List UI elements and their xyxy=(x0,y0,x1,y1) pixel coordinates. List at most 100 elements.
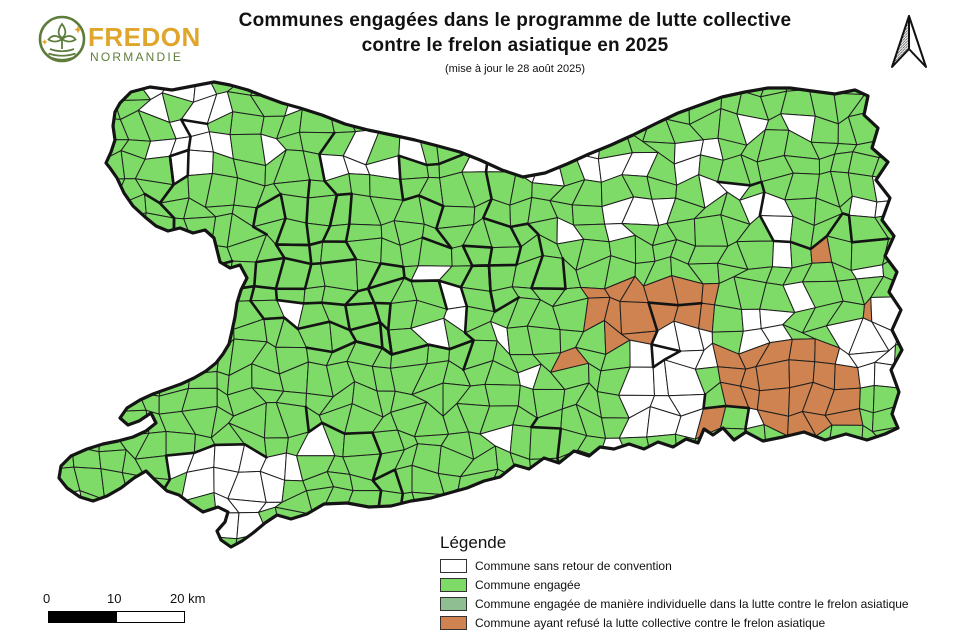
commune-cell xyxy=(70,323,103,348)
commune-cell xyxy=(163,529,196,547)
commune-cell xyxy=(434,117,470,146)
commune-cell xyxy=(556,82,581,99)
commune-cell xyxy=(897,130,902,160)
legend-item-refused: Commune ayant refusé la lutte collective… xyxy=(440,616,965,630)
commune-cell xyxy=(826,424,864,457)
commune-cell xyxy=(711,304,744,333)
commune-cell xyxy=(117,487,145,521)
commune-cell xyxy=(826,447,863,477)
commune-cell xyxy=(59,404,78,435)
commune-cell xyxy=(73,385,106,411)
commune-cell xyxy=(875,471,898,503)
commune-cell xyxy=(272,535,312,547)
commune-cell xyxy=(345,86,383,115)
commune-cell xyxy=(696,488,720,524)
commune-cell xyxy=(159,513,195,532)
commune-cell xyxy=(535,89,564,118)
commune-cell xyxy=(73,366,106,389)
commune-cell xyxy=(903,425,930,458)
commune-cell xyxy=(788,338,816,363)
commune-cell xyxy=(893,467,902,503)
commune-cell xyxy=(487,139,513,160)
commune-cell xyxy=(526,325,562,356)
commune-cell xyxy=(486,87,518,122)
commune-cell xyxy=(896,485,902,517)
commune-cell xyxy=(856,443,885,479)
commune-cell xyxy=(70,261,95,286)
commune-cell xyxy=(190,239,214,267)
commune-cell xyxy=(535,111,558,144)
commune-cell xyxy=(895,321,902,346)
commune-cell xyxy=(688,82,725,93)
commune-cell xyxy=(759,464,791,500)
commune-cell xyxy=(529,426,562,460)
commune-cell xyxy=(653,489,671,521)
epci-boundary-line xyxy=(304,405,405,524)
commune-cell xyxy=(379,113,401,131)
commune-cell xyxy=(398,535,422,547)
commune-cell xyxy=(59,425,73,447)
commune-cell xyxy=(66,244,95,269)
commune-cell xyxy=(89,372,128,394)
commune-cell xyxy=(67,533,103,547)
commune-cell xyxy=(571,204,606,226)
commune-cell xyxy=(691,451,727,481)
commune-cell xyxy=(59,509,85,540)
commune-cell xyxy=(439,515,462,534)
commune-cell xyxy=(880,108,900,140)
commune-cell xyxy=(345,82,370,93)
commune-cell xyxy=(59,242,72,266)
commune-cell xyxy=(299,535,334,547)
commune-cell xyxy=(666,448,701,481)
commune-cell xyxy=(161,255,197,293)
commune-cell xyxy=(59,380,78,407)
title-line-2: contre le frelon asiatique en 2025 xyxy=(361,35,669,56)
legend-label: Commune sans retour de convention xyxy=(475,559,672,573)
commune-cell xyxy=(896,82,902,97)
legend-label: Commune engagée de manière individuelle … xyxy=(475,597,909,611)
commune-cell xyxy=(814,447,830,477)
commune-cell xyxy=(323,507,358,538)
commune-cell xyxy=(554,473,590,499)
commune-cell xyxy=(91,281,129,313)
commune-cell xyxy=(101,307,130,327)
commune-cell xyxy=(89,219,120,246)
commune-cell xyxy=(573,88,606,120)
epci-boundary-line xyxy=(647,301,703,369)
scale-bar-rect xyxy=(48,611,185,623)
commune-cell xyxy=(600,82,636,103)
commune-cell xyxy=(59,82,84,96)
commune-cell xyxy=(101,385,124,412)
commune-cell xyxy=(873,361,902,389)
department-outline xyxy=(57,80,904,549)
commune-cell xyxy=(419,114,437,142)
commune-cell xyxy=(188,284,218,310)
commune-cell xyxy=(59,304,80,330)
legend-label: Commune ayant refusé la lutte collective… xyxy=(475,616,826,630)
commune-cell xyxy=(617,464,654,495)
commune-cell xyxy=(756,490,797,518)
commune-cell xyxy=(897,255,902,289)
commune-cell xyxy=(138,508,165,541)
commune-cell xyxy=(766,444,798,474)
commune-cell xyxy=(90,533,122,547)
commune-cell xyxy=(81,89,106,119)
commune-cell xyxy=(531,477,564,497)
commune-cell xyxy=(59,93,84,119)
commune-cell xyxy=(418,82,437,101)
scale-label-10: 10 xyxy=(107,591,122,606)
commune-cell xyxy=(747,447,772,472)
commune-cell xyxy=(556,134,589,159)
commune-cell xyxy=(89,517,122,541)
commune-cell xyxy=(376,515,406,544)
commune-cell xyxy=(691,474,727,502)
commune-cell xyxy=(806,469,838,496)
commune-cell xyxy=(856,473,880,500)
commune-cell xyxy=(59,534,71,547)
commune-cell xyxy=(67,158,96,186)
commune-cell xyxy=(603,464,633,500)
commune-cell xyxy=(204,284,235,305)
commune-cell xyxy=(665,498,700,520)
scale-label-20km: 20 km xyxy=(170,591,206,606)
map-title: Communes engagées dans le programme de l… xyxy=(140,8,890,75)
